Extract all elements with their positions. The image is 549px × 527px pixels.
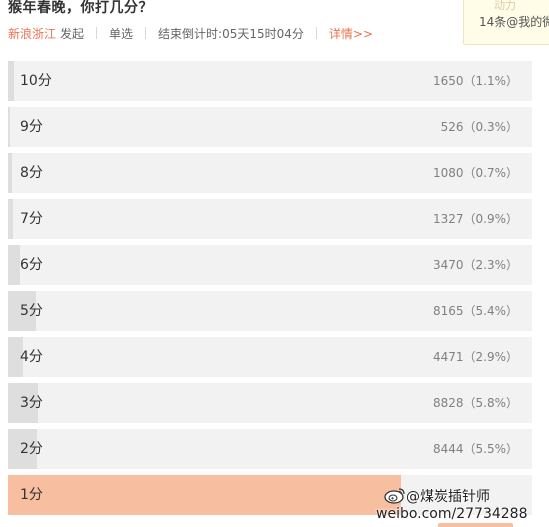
poll-option[interactable]: 10分 1650（1.1%） bbox=[8, 61, 532, 101]
poll-option-count: 8444（5.5%） bbox=[432, 442, 518, 456]
poll-option-count: 526（0.3%） bbox=[440, 120, 518, 134]
weibo-logo-icon bbox=[384, 488, 405, 504]
poll-meta: 新浪浙江 发起 单选 结束倒计时:05天15时04分 详情>> bbox=[8, 24, 373, 42]
poll-option-label: 9分 bbox=[20, 119, 43, 135]
poll-details-link[interactable]: 详情>> bbox=[328, 26, 374, 41]
poll-vote-type: 单选 bbox=[109, 26, 134, 41]
notification-faint-text: 动力 bbox=[494, 0, 516, 12]
poll-options: 10分 1650（1.1%） 9分 526（0.3%） 8分 1080（0.7%… bbox=[8, 61, 532, 515]
divider bbox=[145, 27, 147, 39]
poll-option[interactable]: 4分 4471（2.9%） bbox=[8, 337, 532, 377]
poll-option-fill bbox=[8, 291, 37, 331]
notification-popup[interactable]: 动力 14条@我的微 bbox=[463, 0, 549, 45]
poll-option[interactable]: 8分 1080（0.7%） bbox=[8, 153, 532, 193]
poll-option-fill bbox=[8, 153, 12, 193]
poll-option[interactable]: 5分 8165（5.4%） bbox=[8, 291, 532, 331]
poll-option-count: 4471（2.9%） bbox=[432, 350, 518, 364]
poll-option[interactable]: 7分 1327（0.9%） bbox=[8, 199, 532, 239]
poll-option-count: 8165（5.4%） bbox=[432, 304, 518, 318]
watermark-url: weibo.com/27734288 bbox=[376, 506, 528, 522]
poll-option-label: 8分 bbox=[20, 165, 43, 181]
poll-option[interactable]: 6分 3470（2.3%） bbox=[8, 245, 532, 285]
poll-option-count: 1650（1.1%） bbox=[432, 74, 518, 88]
poll-option-fill bbox=[8, 61, 14, 101]
poll-source-link[interactable]: 新浪浙江 bbox=[8, 26, 57, 41]
poll-option-count: 3470（2.3%） bbox=[432, 258, 518, 272]
notification-message[interactable]: 14条@我的微 bbox=[479, 15, 549, 29]
poll-option-fill bbox=[8, 337, 24, 377]
poll-option-label: 6分 bbox=[20, 257, 43, 273]
poll-option-fill bbox=[8, 383, 39, 423]
poll-countdown: 结束倒计时:05天15时04分 bbox=[158, 26, 304, 41]
weibo-watermark: @煤炭插针师 weibo.com/27734288 bbox=[374, 476, 549, 527]
divider bbox=[96, 27, 98, 39]
poll-option-label: 7分 bbox=[20, 211, 43, 227]
poll-option[interactable]: 9分 526（0.3%） bbox=[8, 107, 532, 147]
divider bbox=[315, 27, 317, 39]
poll-source-suffix: 发起 bbox=[60, 26, 85, 41]
vote-button-edge[interactable] bbox=[438, 523, 513, 527]
poll-option-count: 8828（5.8%） bbox=[432, 396, 518, 410]
poll-option[interactable]: 2分 8444（5.5%） bbox=[8, 429, 532, 469]
poll-option-label: 1分 bbox=[20, 487, 43, 503]
watermark-handle: @煤炭插针师 bbox=[406, 489, 490, 505]
poll-option-fill bbox=[8, 429, 37, 469]
poll-option-label: 3分 bbox=[20, 395, 43, 411]
poll-option-label: 5分 bbox=[20, 303, 43, 319]
poll-option-selected[interactable]: 1分 bbox=[8, 475, 532, 515]
poll-option-label: 10分 bbox=[20, 73, 52, 89]
poll-option[interactable]: 3分 8828（5.8%） bbox=[8, 383, 532, 423]
poll-option-label: 2分 bbox=[20, 441, 43, 457]
poll-option-fill bbox=[8, 107, 10, 147]
poll-option-fill bbox=[8, 475, 401, 515]
poll-title: 猴年春晚，你打几分？ bbox=[8, 0, 153, 16]
poll-option-count: 1080（0.7%） bbox=[432, 166, 518, 180]
poll-option-fill bbox=[8, 245, 21, 285]
poll-option-fill bbox=[8, 199, 13, 239]
poll-option-label: 4分 bbox=[20, 349, 43, 365]
poll-option-count: 1327（0.9%） bbox=[432, 212, 518, 226]
